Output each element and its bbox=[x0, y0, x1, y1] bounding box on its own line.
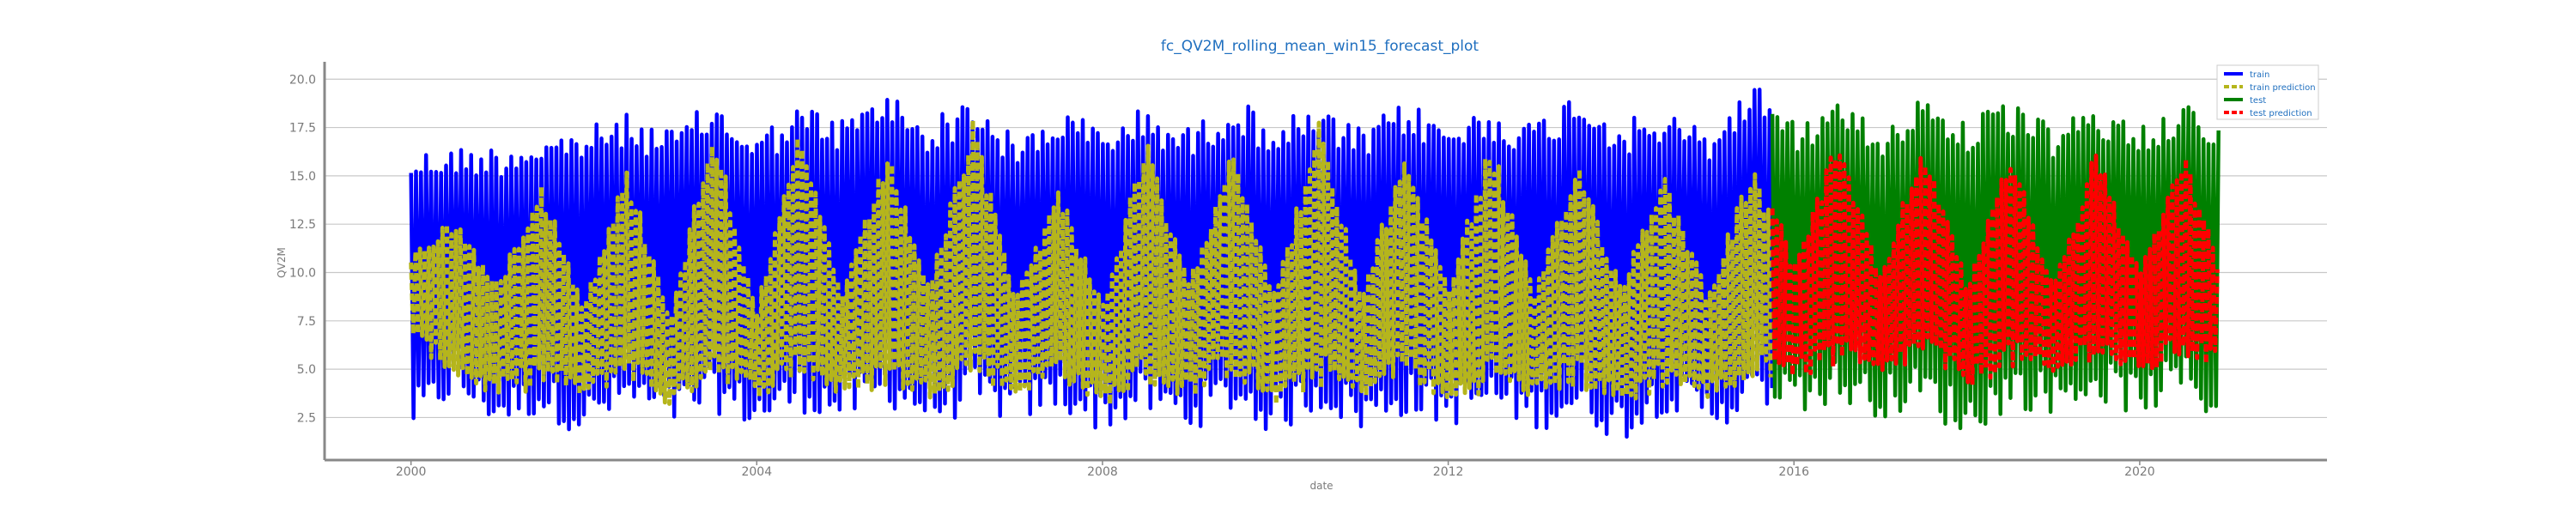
y-tick-label: 12.5 bbox=[289, 218, 316, 232]
y-tick-label: 15.0 bbox=[289, 170, 316, 184]
legend-label: test bbox=[2250, 96, 2266, 106]
legend-label: train bbox=[2250, 70, 2269, 80]
x-tick-label: 2000 bbox=[396, 465, 427, 479]
legend: train train prediction test test prediction bbox=[2216, 64, 2319, 120]
y-axis-label: QV2M bbox=[276, 247, 288, 278]
y-tick-label: 17.5 bbox=[289, 122, 316, 136]
axes-layer bbox=[323, 62, 2327, 465]
series-layer bbox=[409, 88, 2221, 439]
y-tick-label: 10.0 bbox=[289, 267, 316, 281]
x-tick-label: 2012 bbox=[1433, 465, 1464, 479]
x-tick-label: 2004 bbox=[741, 465, 772, 479]
series-line-test-prediction bbox=[1770, 153, 2220, 387]
legend-label: train prediction bbox=[2250, 83, 2316, 93]
x-tick-label: 2016 bbox=[1778, 465, 1809, 479]
ticks-layer: 2.5 5.0 7.5 10.0 12.5 15.0 17.5 20.0 2000 2004 200… bbox=[289, 73, 2155, 479]
y-tick-label: 2.5 bbox=[297, 411, 316, 425]
y-tick-label: 20.0 bbox=[289, 73, 316, 87]
chart-title: fc_QV2M_rolling_mean_win15_forecast_plot bbox=[1161, 38, 1479, 55]
x-axis-label: date bbox=[1309, 480, 1333, 492]
x-tick-label: 2020 bbox=[2124, 465, 2155, 479]
series-line-train-prediction bbox=[409, 118, 1773, 407]
legend-label: test prediction bbox=[2250, 109, 2312, 118]
y-tick-label: 5.0 bbox=[297, 363, 316, 377]
y-tick-label: 7.5 bbox=[297, 315, 316, 329]
x-tick-label: 2008 bbox=[1087, 465, 1118, 479]
